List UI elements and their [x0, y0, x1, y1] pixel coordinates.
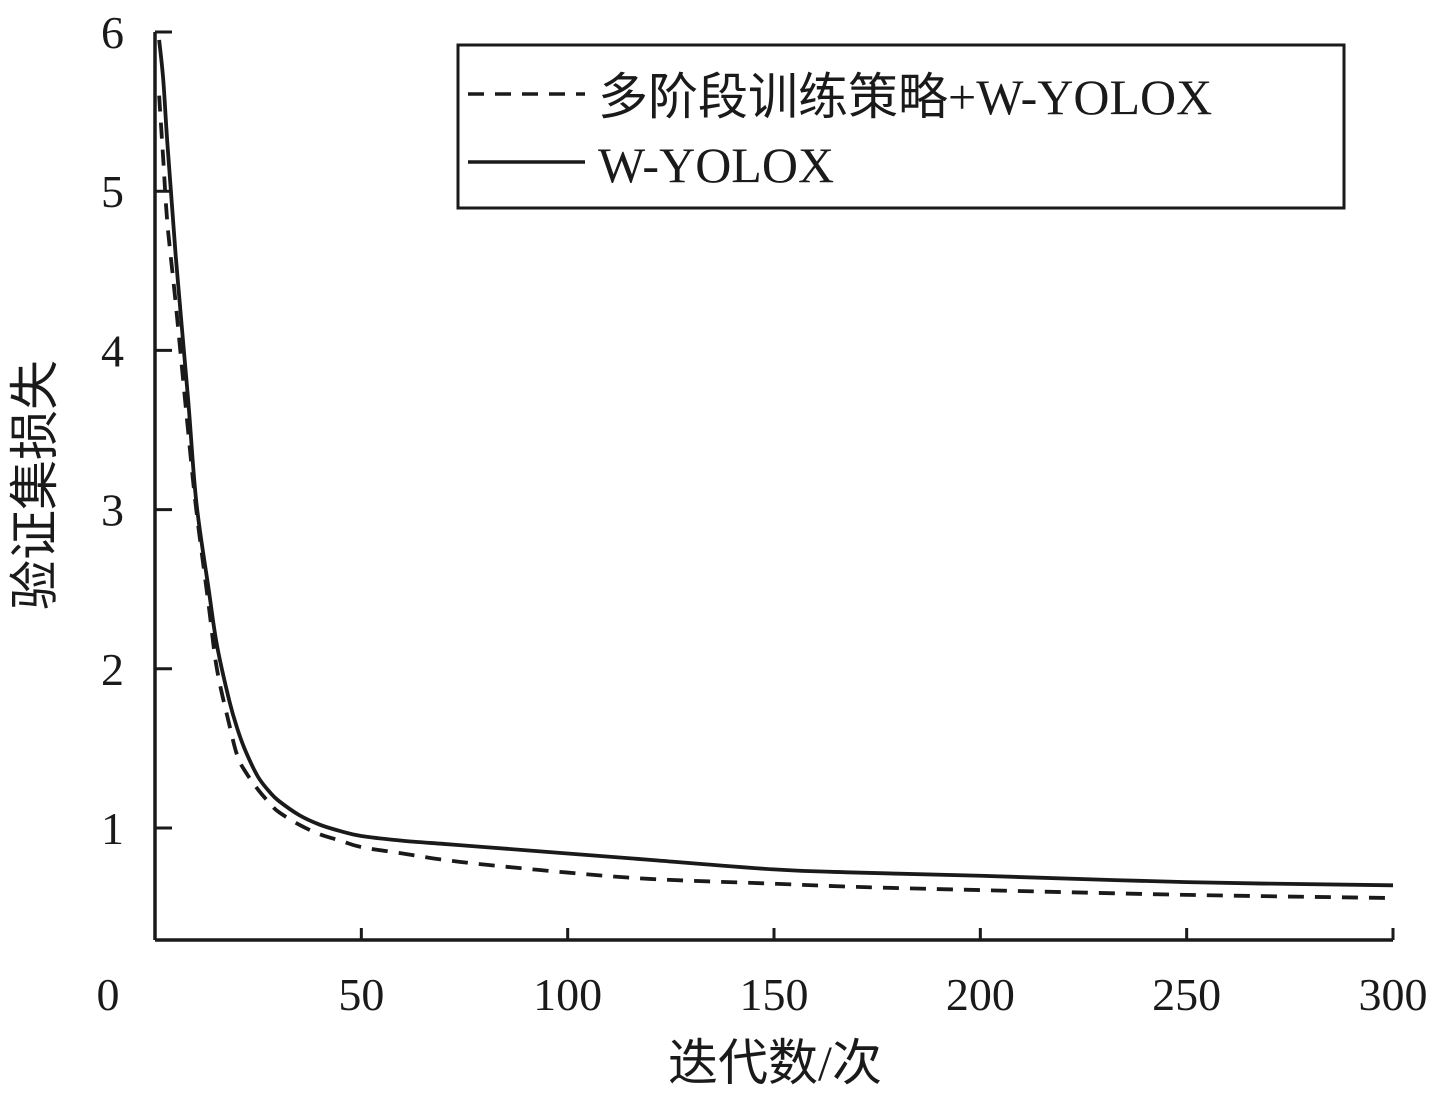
y-tick-label: 3	[101, 485, 124, 536]
x-tick-label: 50	[338, 969, 384, 1020]
tick-labels: 0 50 100 150 200 250 300 1 2 3 4 5 6	[97, 7, 1428, 1020]
x-tick-label: 200	[946, 969, 1015, 1020]
x-tick-label: 300	[1359, 969, 1428, 1020]
legend: 多阶段训练策略+W-YOLOX W-YOLOX	[456, 43, 1346, 210]
legend-label-multistage: 多阶段训练策略+W-YOLOX	[598, 69, 1212, 125]
x-tick-label: 0	[97, 969, 120, 1020]
y-axis-title: 验证集损失	[7, 360, 63, 610]
legend-box	[456, 43, 1346, 210]
y-tick-label: 6	[101, 7, 124, 58]
y-tick-label: 1	[101, 803, 124, 854]
y-tick-label: 4	[101, 325, 124, 376]
y-tick-label: 2	[101, 644, 124, 695]
x-tick-label: 150	[740, 969, 809, 1020]
axes	[153, 30, 1395, 942]
x-tick-label: 100	[533, 969, 602, 1020]
series-line-multistage-w-yolox	[157, 95, 1394, 900]
y-tick-label: 5	[101, 166, 124, 217]
series-line-w-yolox	[157, 39, 1394, 888]
x-tick-label: 250	[1152, 969, 1221, 1020]
x-axis-title: 迭代数/次	[668, 1035, 882, 1091]
series-layer	[157, 39, 1394, 900]
legend-label-w-yolox: W-YOLOX	[598, 137, 834, 193]
